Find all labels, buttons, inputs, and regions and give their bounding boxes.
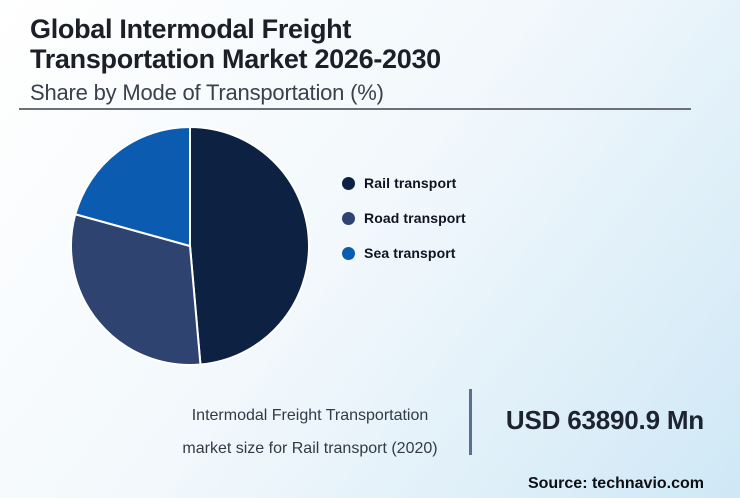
header: Global Intermodal Freight Transportation… — [30, 14, 710, 106]
legend-label-sea: Sea transport — [364, 245, 456, 261]
page-subtitle: Share by Mode of Transportation (%) — [30, 80, 384, 105]
market-size-caption-line1: Intermodal Freight Transportation — [191, 407, 429, 424]
source-attribution: Source: technavio.com — [527, 475, 704, 492]
legend-marker-sea-icon — [342, 246, 355, 260]
page-title-line2: Transportation Market 2026-2030 — [30, 44, 441, 74]
market-size-caption-line2: market size for Rail transport (2020) — [182, 440, 438, 457]
chart-legend: Rail transport Road transport Sea transp… — [342, 175, 466, 281]
legend-item-road: Road transport — [342, 210, 466, 226]
legend-item-rail: Rail transport — [342, 175, 466, 191]
market-size-value: USD 63890.9 Mn — [505, 405, 704, 435]
pie-slice-sea-transport — [74, 126, 191, 247]
page-title: Global Intermodal Freight Transportation… — [30, 14, 710, 74]
legend-item-sea: Sea transport — [342, 245, 466, 261]
pie-chart — [70, 126, 310, 366]
legend-label-rail: Rail transport — [364, 175, 457, 191]
legend-label-road: Road transport — [364, 210, 466, 226]
pie-chart-container — [69, 125, 311, 367]
title-rule — [19, 108, 691, 110]
vertical-divider — [469, 389, 472, 455]
legend-marker-road-icon — [342, 211, 355, 225]
legend-marker-rail-icon — [342, 176, 355, 190]
market-size-caption: Intermodal Freight Transportation market… — [150, 399, 470, 465]
pie-slice-road-transport — [70, 213, 202, 366]
page-title-line1: Global Intermodal Freight — [30, 14, 352, 44]
pie-slice-rail-transport — [189, 126, 310, 366]
